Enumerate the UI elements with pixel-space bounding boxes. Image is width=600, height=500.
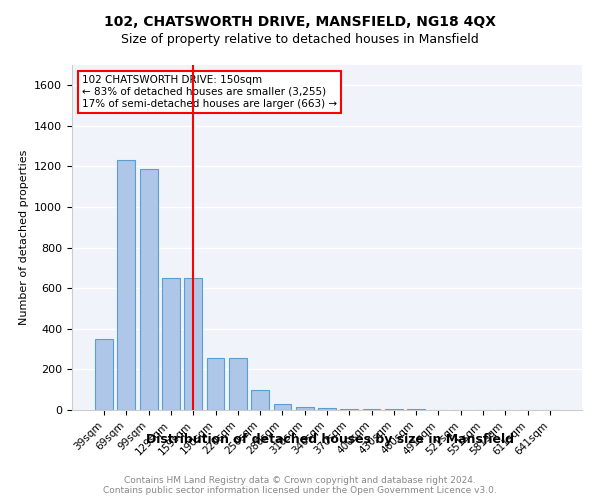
Text: Size of property relative to detached houses in Mansfield: Size of property relative to detached ho…	[121, 32, 479, 46]
Y-axis label: Number of detached properties: Number of detached properties	[19, 150, 29, 325]
Bar	[140, 168, 158, 410]
Text: Distribution of detached houses by size in Mansfield: Distribution of detached houses by size …	[146, 432, 514, 446]
Bar	[340, 408, 358, 410]
Bar	[318, 408, 336, 410]
Bar	[274, 404, 292, 410]
Bar	[118, 160, 136, 410]
Bar	[385, 409, 403, 410]
Bar	[206, 358, 224, 410]
Text: Contains HM Land Registry data © Crown copyright and database right 2024.
Contai: Contains HM Land Registry data © Crown c…	[103, 476, 497, 495]
Bar	[162, 278, 180, 410]
Text: 102 CHATSWORTH DRIVE: 150sqm
← 83% of detached houses are smaller (3,255)
17% of: 102 CHATSWORTH DRIVE: 150sqm ← 83% of de…	[82, 76, 337, 108]
Bar	[362, 409, 380, 410]
Bar	[184, 278, 202, 410]
Bar	[229, 358, 247, 410]
Bar	[95, 339, 113, 410]
Text: 102, CHATSWORTH DRIVE, MANSFIELD, NG18 4QX: 102, CHATSWORTH DRIVE, MANSFIELD, NG18 4…	[104, 15, 496, 29]
Bar	[251, 390, 269, 410]
Bar	[296, 407, 314, 410]
